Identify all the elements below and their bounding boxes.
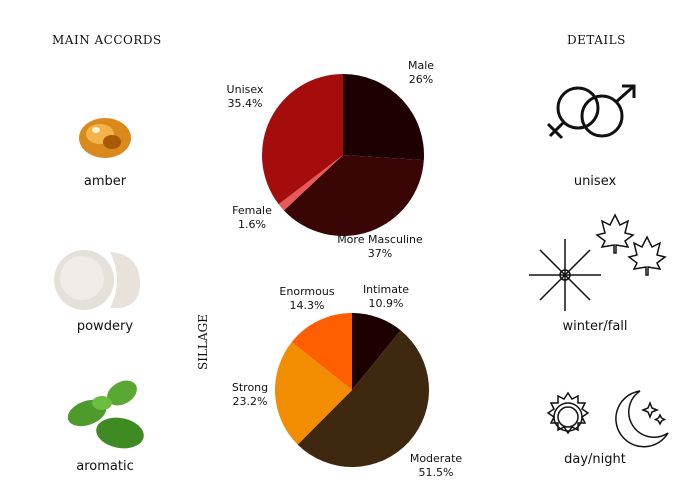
- slice-label-strong: Strong 23.2%: [231, 381, 269, 408]
- detail-label: day/night: [564, 452, 626, 467]
- slice-label-unisex: Unisex 35.4%: [226, 83, 264, 110]
- detail-label: winter/fall: [562, 319, 628, 334]
- pie-slice-moderate: [297, 330, 429, 467]
- slice-label-moderate: Moderate 51.5%: [409, 452, 463, 479]
- slice-label-more-masculine: More Masculine 37%: [337, 233, 423, 260]
- accord-label: aromatic: [76, 459, 134, 474]
- main-accords-heading: MAIN ACCORDS: [52, 33, 162, 47]
- slice-label-female: Female 1.6%: [232, 204, 272, 231]
- pie-slice-enormous: [291, 313, 352, 390]
- pie-slice-unisex: [261, 74, 343, 205]
- accord-label: powdery: [76, 319, 134, 334]
- pie-slice-female: [278, 155, 343, 211]
- pie-slice-more-masculine: [283, 155, 424, 237]
- pie-slice-intimate: [352, 313, 401, 390]
- amber-icon: [79, 118, 131, 158]
- gender-symbols-icon: [546, 84, 636, 140]
- detail-label: unisex: [573, 174, 617, 189]
- mint-leaves-icon: [67, 380, 144, 449]
- slice-label-enormous: Enormous 14.3%: [279, 285, 335, 312]
- slice-label-male: Male 26%: [407, 59, 435, 86]
- accord-label: amber: [83, 174, 127, 189]
- snowflake-maple-leaf-icon: [529, 213, 667, 311]
- pie-slice-male: [343, 74, 424, 161]
- powder-icon: [54, 250, 140, 310]
- details-heading: DETAILS: [567, 33, 626, 47]
- sillage-title: SILLAGE: [196, 314, 210, 370]
- sun-moon-icon: [546, 390, 669, 448]
- pie-slice-strong: [275, 342, 352, 445]
- slice-label-intimate: Intimate 10.9%: [362, 283, 410, 310]
